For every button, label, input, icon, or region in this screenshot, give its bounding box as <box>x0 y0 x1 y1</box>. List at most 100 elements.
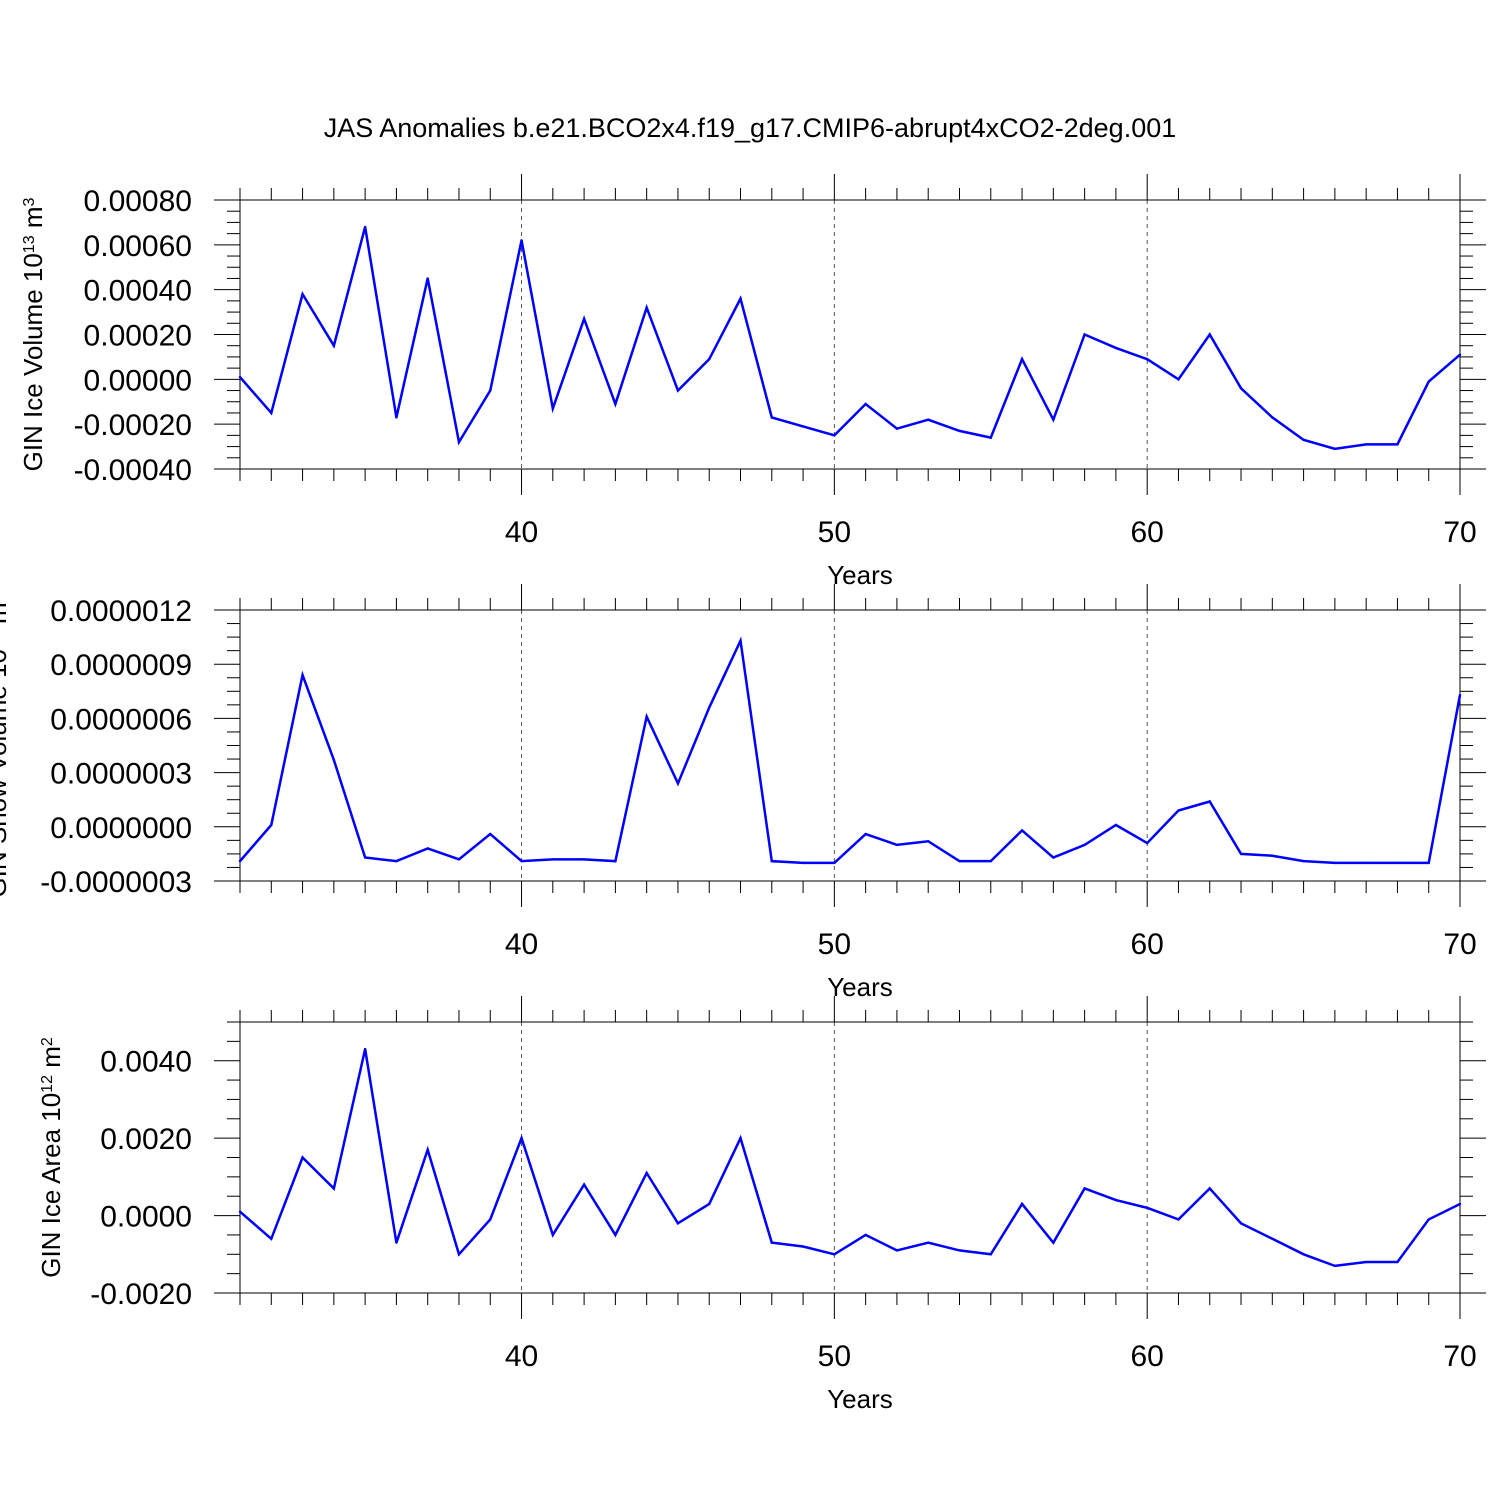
data-point <box>739 1136 742 1140</box>
panel-2: -0.0000003 0.0000000 0.0000003 0.0000006 0.0… <box>0 584 1486 1002</box>
data-point <box>708 1202 711 1206</box>
y-tick-label: 0.0020 <box>100 1123 192 1156</box>
data-point <box>457 1253 461 1256</box>
data-point <box>927 1241 930 1244</box>
data-point <box>489 1218 492 1221</box>
y-tick-label: 0.0000006 <box>50 703 192 736</box>
data-point <box>582 1183 586 1186</box>
y-axis-label-text: m <box>0 602 12 631</box>
x-axis-label: Years <box>827 1384 893 1414</box>
y-tick-label: 0.0000000 <box>50 812 192 845</box>
data-point <box>614 1233 617 1237</box>
data-point <box>614 859 617 863</box>
data-point <box>1333 1264 1337 1268</box>
data-point <box>614 402 617 406</box>
data-point <box>864 832 867 836</box>
y-tick-label: 0.0000009 <box>50 649 192 682</box>
series-line <box>239 636 1462 865</box>
data-point <box>332 344 336 347</box>
data-point <box>1208 800 1211 803</box>
data-point <box>1083 333 1086 336</box>
series-line <box>239 1048 1461 1268</box>
data-point <box>1458 1202 1462 1206</box>
data-point <box>708 357 711 361</box>
data-point <box>1239 1222 1243 1225</box>
y-axis-label-text: GIN Ice Volume 10 <box>18 253 48 471</box>
y-tick-label: 0.0000012 <box>50 595 192 628</box>
data-point <box>1114 1198 1118 1202</box>
x-tick-label: 70 <box>1443 1340 1476 1373</box>
data-point <box>708 706 711 709</box>
y-tick-label: 0.00000 <box>84 364 192 397</box>
data-point <box>801 861 805 865</box>
data-point <box>770 859 773 863</box>
data-point <box>489 832 492 836</box>
data-point <box>1364 443 1368 446</box>
panel-3: -0.0020 0.0000 0.0020 0.0040 40 50 60 70 Years GI… <box>36 996 1486 1414</box>
data-point <box>864 402 867 406</box>
y-axis-label-text: GIN Snow Volume 10 <box>0 649 12 898</box>
data-point <box>332 1187 336 1190</box>
data-point <box>989 436 992 439</box>
y-tick-label: 0.00080 <box>84 185 192 218</box>
y-tick-label: 0.00020 <box>84 320 192 353</box>
data-point <box>551 1233 555 1237</box>
y-axis-label-exponent: 3 <box>21 197 38 206</box>
data-point <box>645 715 648 718</box>
data-point <box>1396 443 1399 446</box>
data-point <box>426 847 429 850</box>
y-axis-label-text: m <box>18 206 48 235</box>
y-axis-label: GIN Ice Volume 1013 m3 <box>18 197 48 471</box>
data-point <box>833 434 836 437</box>
data-point <box>270 1237 273 1241</box>
data-point <box>238 375 242 379</box>
x-tick-label: 40 <box>505 928 538 961</box>
data-point <box>301 1156 304 1159</box>
y-axis-label-text: GIN Ice Area 10 <box>36 1093 66 1278</box>
data-point <box>520 239 523 242</box>
data-point <box>1427 1218 1430 1221</box>
data-point <box>332 758 336 762</box>
x-tick-label: 60 <box>1130 928 1163 961</box>
data-point <box>1177 809 1180 812</box>
data-point <box>457 440 461 444</box>
data-point <box>1020 829 1024 832</box>
data-point <box>1052 1241 1055 1244</box>
data-point <box>958 859 961 863</box>
data-point <box>1239 387 1243 390</box>
data-point <box>238 1210 242 1213</box>
y-axis-label-exponent: 13 <box>21 235 38 253</box>
data-point <box>676 1222 680 1225</box>
data-point <box>1052 418 1055 421</box>
x-axis-label: Years <box>827 560 893 590</box>
data-point <box>582 317 586 321</box>
data-point <box>895 427 899 430</box>
data-point <box>1364 861 1368 865</box>
x-axis-label: Years <box>827 972 893 1002</box>
data-point <box>1333 861 1337 865</box>
y-tick-label: 0.0040 <box>100 1046 192 1079</box>
data-point <box>1271 854 1274 857</box>
data-point <box>676 389 680 392</box>
data-point <box>1271 416 1274 419</box>
data-point <box>958 1249 961 1252</box>
data-point <box>1427 861 1430 865</box>
data-point <box>739 639 742 642</box>
data-point <box>1114 823 1118 827</box>
data-point <box>1427 380 1430 383</box>
data-point <box>395 1241 398 1244</box>
data-point <box>1114 346 1118 350</box>
y-axis-label: GIN Snow Volume 1013 m3 <box>0 593 12 897</box>
plot-frame <box>239 199 1461 470</box>
x-tick-label: 40 <box>505 516 538 549</box>
data-point <box>363 856 367 859</box>
y-axis-label-text: m <box>36 1046 66 1075</box>
data-point <box>301 292 304 296</box>
data-point <box>363 225 367 229</box>
data-point <box>801 425 805 428</box>
data-point <box>363 1047 367 1051</box>
data-point <box>1145 357 1149 361</box>
data-point <box>238 859 242 863</box>
data-point <box>1271 1237 1274 1241</box>
y-tick-label: -0.00020 <box>74 409 192 442</box>
